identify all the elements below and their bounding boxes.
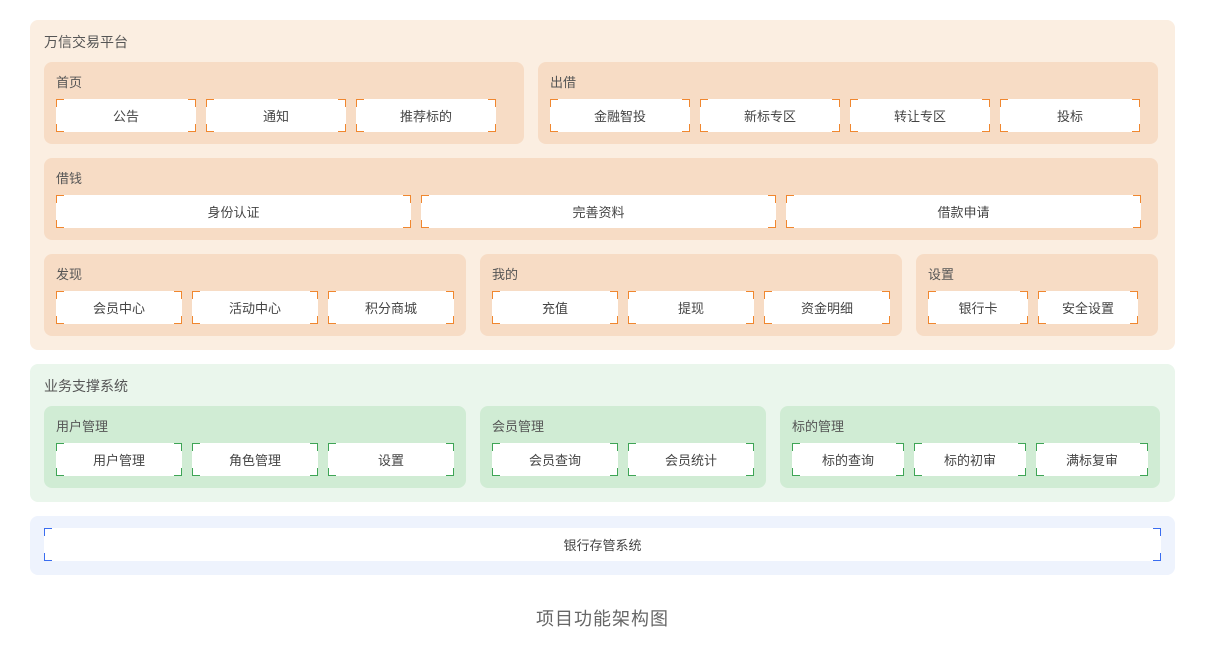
- feature-item: 完善资料: [421, 195, 776, 228]
- support-title: 业务支撑系统: [44, 376, 1161, 396]
- feature-item: 会员中心: [56, 291, 182, 324]
- group-title: 出借: [550, 72, 1146, 91]
- feature-item: 转让专区: [850, 99, 990, 132]
- feature-label: 公告: [113, 109, 139, 124]
- group-title: 借钱: [56, 168, 1146, 187]
- feature-label: 安全设置: [1062, 301, 1114, 316]
- feature-item: 活动中心: [192, 291, 318, 324]
- feature-label: 标的初审: [944, 453, 996, 468]
- platform-row1: 首页公告 通知 推荐标的 出借金融智投 新标专区 转让专区 投标: [44, 62, 1161, 144]
- feature-item: 投标: [1000, 99, 1140, 132]
- custody-label: 银行存管系统: [563, 538, 641, 553]
- group-items: 金融智投 新标专区 转让专区 投标: [550, 99, 1146, 132]
- feature-label: 会员统计: [665, 453, 717, 468]
- feature-label: 资金明细: [801, 301, 853, 316]
- custody-item: 银行存管系统: [44, 528, 1161, 561]
- group-title: 我的: [492, 264, 890, 283]
- feature-item: 标的初审: [914, 443, 1026, 476]
- feature-label: 充值: [542, 301, 568, 316]
- feature-label: 银行卡: [958, 301, 997, 316]
- group-items: 标的查询 标的初审 满标复审: [792, 443, 1148, 476]
- feature-item: 公告: [56, 99, 196, 132]
- diagram-caption: 项目功能架构图: [30, 605, 1175, 631]
- feature-label: 金融智投: [594, 109, 646, 124]
- feature-item: 金融智投: [550, 99, 690, 132]
- platform-section: 万信交易平台 首页公告 通知 推荐标的 出借金融智投 新标专区 转让专区 投标 借钱身份认证…: [30, 20, 1175, 350]
- feature-label: 会员查询: [529, 453, 581, 468]
- feature-item: 资金明细: [764, 291, 890, 324]
- feature-label: 提现: [678, 301, 704, 316]
- feature-item: 标的查询: [792, 443, 904, 476]
- feature-item: 角色管理: [192, 443, 318, 476]
- group: 首页公告 通知 推荐标的: [44, 62, 524, 144]
- group-title: 设置: [928, 264, 1146, 283]
- feature-label: 新标专区: [744, 109, 796, 124]
- group: 用户管理用户管理角色管理设置: [44, 406, 466, 488]
- group-title: 发现: [56, 264, 454, 283]
- group-title: 标的管理: [792, 416, 1148, 435]
- platform-title: 万信交易平台: [44, 32, 1161, 52]
- group: 借钱身份认证 完善资料 借款申请: [44, 158, 1158, 240]
- feature-label: 用户管理: [93, 453, 145, 468]
- feature-item: 用户管理: [56, 443, 182, 476]
- group: 设置银行卡 安全设置: [916, 254, 1158, 336]
- group-items: 会员查询 会员统计: [492, 443, 754, 476]
- feature-item: 会员统计: [628, 443, 754, 476]
- feature-label: 身份认证: [207, 205, 259, 220]
- support-row: 用户管理用户管理角色管理设置会员管理会员查询会员统计标的管理标的查询标的初审满标…: [44, 406, 1161, 488]
- feature-item: 银行卡: [928, 291, 1028, 324]
- feature-item: 充值: [492, 291, 618, 324]
- feature-item: 新标专区: [700, 99, 840, 132]
- group: 出借金融智投 新标专区 转让专区 投标: [538, 62, 1158, 144]
- feature-item: 推荐标的: [356, 99, 496, 132]
- feature-label: 转让专区: [894, 109, 946, 124]
- feature-label: 满标复审: [1066, 453, 1118, 468]
- feature-item: 提现: [628, 291, 754, 324]
- platform-row2: 借钱身份认证 完善资料 借款申请: [44, 158, 1161, 240]
- feature-label: 设置: [378, 453, 404, 468]
- feature-item: 通知: [206, 99, 346, 132]
- group-title: 首页: [56, 72, 512, 91]
- feature-label: 会员中心: [93, 301, 145, 316]
- feature-label: 积分商城: [365, 301, 417, 316]
- group: 会员管理会员查询 会员统计: [480, 406, 766, 488]
- support-section: 业务支撑系统 用户管理用户管理角色管理设置会员管理会员查询会员统计标的管理标的查…: [30, 364, 1175, 502]
- feature-label: 通知: [263, 109, 289, 124]
- group-title: 会员管理: [492, 416, 754, 435]
- feature-label: 活动中心: [229, 301, 281, 316]
- group: 我的充值 提现 资金明细: [480, 254, 902, 336]
- feature-label: 标的查询: [822, 453, 874, 468]
- feature-item: 安全设置: [1038, 291, 1138, 324]
- group-items: 会员中心 活动中心 积分商城: [56, 291, 454, 324]
- feature-item: 身份认证: [56, 195, 411, 228]
- group-items: 用户管理 角色管理 设置: [56, 443, 454, 476]
- group-items: 身份认证 完善资料 借款申请: [56, 195, 1146, 228]
- platform-row3: 发现会员中心 活动中心 积分商城 我的充值 提现 资金明细 设置银行卡 安全设置: [44, 254, 1161, 336]
- group-items: 充值 提现 资金明细: [492, 291, 890, 324]
- feature-label: 投标: [1057, 109, 1083, 124]
- group-items: 银行卡 安全设置: [928, 291, 1146, 324]
- custody-section: 银行存管系统: [30, 516, 1175, 575]
- feature-label: 角色管理: [229, 453, 281, 468]
- group: 标的管理标的查询 标的初审 满标复审: [780, 406, 1160, 488]
- feature-label: 完善资料: [572, 205, 624, 220]
- feature-item: 积分商城: [328, 291, 454, 324]
- feature-item: 借款申请: [786, 195, 1141, 228]
- group: 发现会员中心 活动中心 积分商城: [44, 254, 466, 336]
- group-title: 用户管理: [56, 416, 454, 435]
- feature-label: 借款申请: [937, 205, 989, 220]
- feature-item: 会员查询: [492, 443, 618, 476]
- feature-item: 满标复审: [1036, 443, 1148, 476]
- feature-label: 推荐标的: [400, 109, 452, 124]
- feature-item: 设置: [328, 443, 454, 476]
- group-items: 公告 通知 推荐标的: [56, 99, 512, 132]
